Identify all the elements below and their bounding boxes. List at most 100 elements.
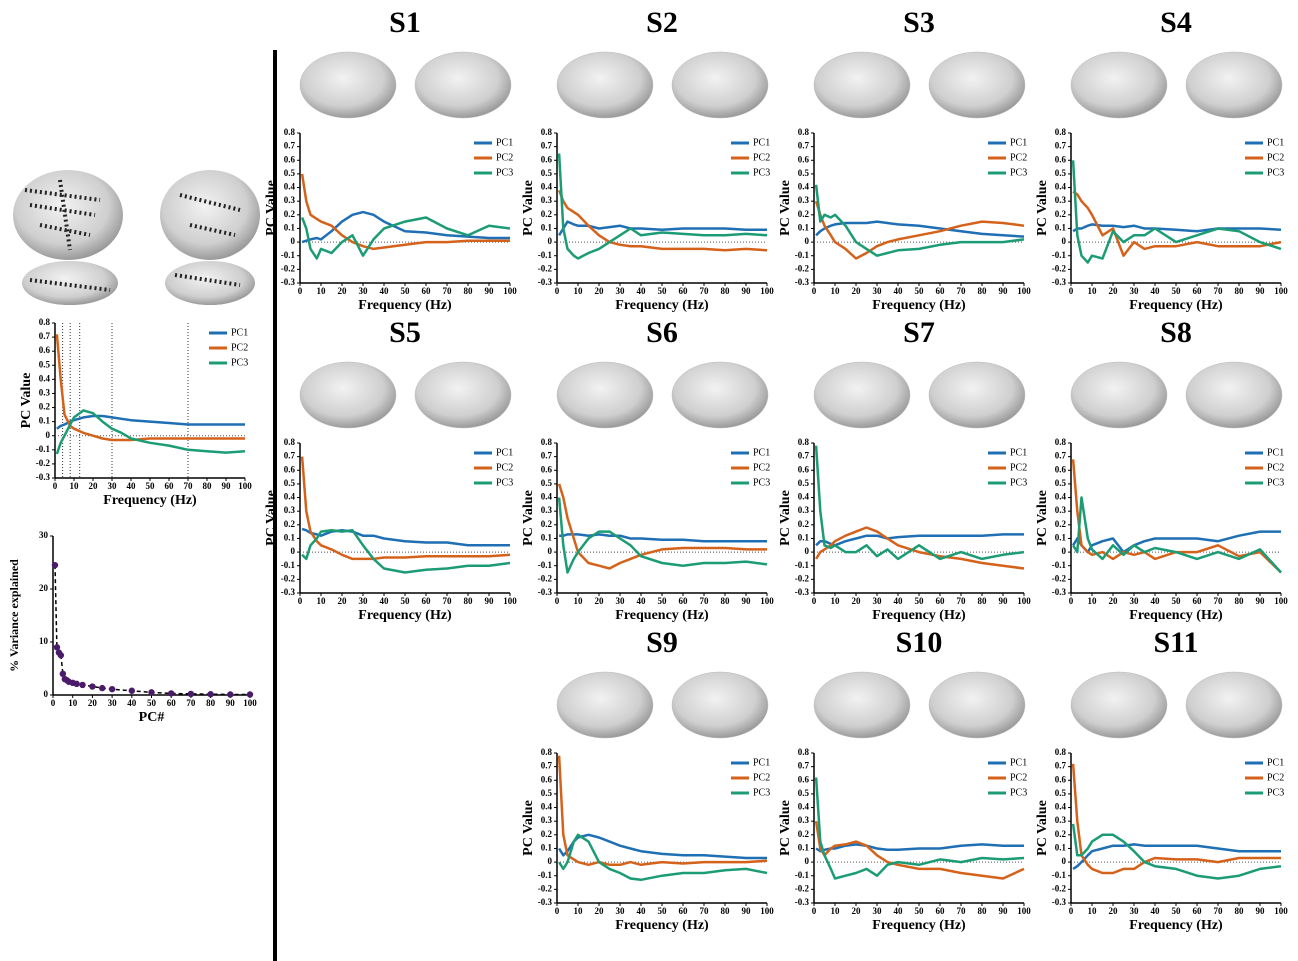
y-tick-label: 0.6 [541,774,553,784]
x-tick-label: 50 [915,906,925,916]
y-tick-label: 0.3 [1055,195,1067,205]
legend-label: PC3 [753,787,770,798]
x-tick-label: 90 [1256,286,1266,296]
x-tick-label: 30 [873,906,883,916]
legend-label: PC1 [753,757,770,768]
y-tick-label: 0.1 [798,223,810,233]
y-tick-label: -0.2 [538,883,553,893]
brain [928,671,1026,739]
x-tick-label: 90 [485,286,495,296]
legend-label: PC1 [231,327,248,338]
y-tick-label: 0.2 [541,519,553,529]
y-tick-label: 0.5 [798,478,810,488]
y-tick-label: 0.1 [798,533,810,543]
group-brains [13,170,260,305]
y-tick-label: -0.2 [36,458,51,468]
brain [671,361,769,429]
y-tick-label: 0.5 [541,478,553,488]
legend-label: PC1 [753,137,770,148]
y-tick-label: 30 [39,530,49,540]
x-tick-label: 60 [1193,906,1203,916]
y-tick-label: 0.7 [541,761,553,771]
x-tick-label: 100 [760,286,774,296]
x-tick-label: 30 [1130,596,1140,606]
point [187,690,195,698]
x-tick-label: 50 [658,286,668,296]
x-tick-label: 30 [359,596,369,606]
panel-title: S6 [646,316,678,349]
x-tick-label: 80 [721,286,731,296]
y-tick-label: -0.1 [1052,870,1067,880]
legend-label: PC3 [496,167,513,178]
y-tick-label: 0.2 [1055,209,1067,219]
y-tick-label: 0 [1062,546,1067,556]
x-tick-label: 60 [422,286,432,296]
brain [671,671,769,739]
y-tick-label: 0.6 [798,774,810,784]
series-line [814,821,1025,880]
legend-label: PC1 [1267,137,1284,148]
x-tick-label: 0 [298,596,303,606]
y-tick-label: 0.3 [541,505,553,515]
y-tick-label: -0.3 [538,897,553,907]
y-tick-label: -0.1 [281,560,296,570]
x-tick-label: 60 [1193,286,1203,296]
x-tick-label: 0 [555,906,560,916]
y-tick-label: 0.4 [541,182,553,192]
x-tick-label: 90 [485,596,495,606]
x-tick-label: 50 [146,481,156,491]
brain [1185,361,1283,429]
x-tick-label: 70 [1214,906,1224,916]
x-tick-label: 40 [894,596,904,606]
x-tick-label: 70 [1214,596,1224,606]
x-tick-label: 30 [108,698,118,708]
point [57,652,65,659]
y-tick-label: 0.4 [1055,802,1067,812]
y-tick-label: 0.7 [284,141,296,151]
x-axis-label: Frequency (Hz) [615,918,709,933]
x-tick-label: 70 [957,286,967,296]
y-tick-label: 0.8 [39,317,51,327]
x-tick-label: 10 [574,906,584,916]
x-tick-label: 80 [978,286,988,296]
x-tick-label: 10 [574,286,584,296]
y-tick-label: 0.4 [1055,182,1067,192]
x-tick-label: 20 [1109,906,1119,916]
x-tick-label: 40 [1151,596,1161,606]
y-tick-label: 0.4 [541,802,553,812]
y-tick-label: 0.7 [1055,451,1067,461]
point [99,684,106,692]
panel-title: S3 [903,6,935,39]
y-tick-label: 0.1 [798,843,810,853]
x-tick-label: 70 [443,596,453,606]
x-tick-label: 70 [186,698,196,708]
y-tick-label: -0.2 [1052,263,1067,273]
x-tick-label: 20 [1109,286,1119,296]
y-tick-label: 0.8 [284,127,296,137]
x-tick-label: 0 [51,698,56,708]
x-tick-label: 10 [831,596,841,606]
x-axis-label: Frequency (Hz) [615,298,709,313]
x-tick-label: 50 [1172,286,1182,296]
series-line [814,200,1025,260]
y-tick-label: 0 [548,856,553,866]
x-tick-label: 20 [595,906,605,916]
y-axis-label: PC Value [521,800,536,856]
point [128,687,135,694]
x-tick-label: 60 [679,596,689,606]
series-line [1071,160,1282,264]
x-tick-label: 100 [1017,906,1031,916]
x-tick-label: 30 [616,906,626,916]
y-axis-label: PC Value [521,180,536,236]
x-tick-label: 80 [464,596,474,606]
y-tick-label: 0.1 [541,223,553,233]
y-tick-label: 0.5 [284,168,296,178]
x-tick-label: 30 [1130,286,1140,296]
x-tick-label: 80 [978,906,988,916]
series-line [300,173,510,251]
x-tick-label: 20 [852,286,862,296]
x-tick-label: 60 [167,698,177,708]
x-tick-label: 90 [999,596,1009,606]
y-tick-label: 0.6 [798,464,810,474]
point [59,670,67,677]
